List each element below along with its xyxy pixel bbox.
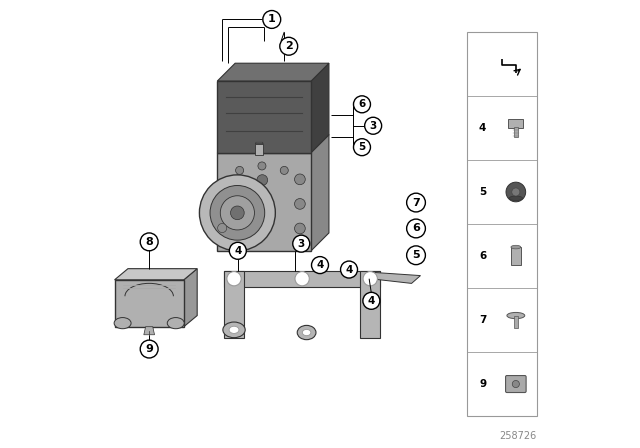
Circle shape	[229, 242, 246, 259]
Circle shape	[280, 166, 288, 174]
Polygon shape	[224, 271, 380, 287]
Circle shape	[365, 117, 381, 134]
FancyBboxPatch shape	[467, 32, 536, 416]
Polygon shape	[224, 271, 244, 338]
Circle shape	[406, 246, 426, 265]
Circle shape	[506, 182, 525, 202]
Ellipse shape	[302, 329, 311, 336]
Ellipse shape	[167, 318, 184, 329]
Circle shape	[512, 380, 520, 388]
Circle shape	[294, 174, 305, 185]
FancyBboxPatch shape	[511, 247, 521, 265]
Circle shape	[353, 96, 371, 113]
Text: 7: 7	[479, 315, 486, 325]
Circle shape	[294, 223, 305, 234]
Circle shape	[227, 271, 241, 286]
Circle shape	[340, 261, 358, 278]
Text: 3: 3	[369, 121, 377, 131]
Text: 9: 9	[479, 379, 486, 389]
Polygon shape	[237, 175, 249, 251]
FancyBboxPatch shape	[514, 315, 518, 328]
Polygon shape	[144, 327, 154, 335]
Circle shape	[512, 188, 520, 196]
Polygon shape	[217, 81, 311, 152]
Circle shape	[230, 206, 244, 220]
Polygon shape	[371, 272, 420, 284]
Polygon shape	[255, 142, 263, 144]
Text: 2: 2	[285, 41, 292, 51]
Text: 6: 6	[479, 251, 486, 261]
Ellipse shape	[509, 196, 522, 200]
Text: 4: 4	[234, 246, 241, 256]
Ellipse shape	[114, 318, 131, 329]
FancyBboxPatch shape	[508, 119, 524, 128]
Polygon shape	[217, 152, 311, 251]
Text: 6: 6	[358, 99, 365, 109]
FancyBboxPatch shape	[514, 127, 518, 137]
Polygon shape	[184, 269, 197, 327]
Circle shape	[140, 233, 158, 251]
Text: 5: 5	[412, 250, 420, 260]
Ellipse shape	[511, 246, 521, 249]
Circle shape	[406, 193, 426, 212]
Polygon shape	[115, 269, 197, 280]
Circle shape	[210, 185, 265, 240]
Circle shape	[292, 235, 310, 252]
Circle shape	[140, 340, 158, 358]
Circle shape	[200, 175, 275, 251]
Circle shape	[295, 271, 309, 286]
FancyBboxPatch shape	[506, 375, 526, 392]
Text: 5: 5	[479, 187, 486, 197]
Circle shape	[280, 37, 298, 55]
Ellipse shape	[223, 322, 245, 338]
Text: 5: 5	[358, 142, 365, 152]
Text: 3: 3	[298, 239, 305, 249]
Polygon shape	[217, 63, 329, 81]
Circle shape	[353, 139, 371, 155]
Circle shape	[218, 224, 227, 233]
Circle shape	[363, 293, 380, 309]
Text: 258726: 258726	[499, 431, 536, 440]
Circle shape	[263, 10, 281, 28]
Text: 8: 8	[145, 237, 153, 247]
Text: 4: 4	[367, 296, 375, 306]
Polygon shape	[311, 135, 329, 251]
Circle shape	[406, 219, 426, 238]
FancyBboxPatch shape	[255, 144, 263, 155]
Circle shape	[236, 166, 244, 174]
Circle shape	[220, 196, 255, 230]
Polygon shape	[311, 63, 329, 152]
Text: 7: 7	[412, 198, 420, 207]
Polygon shape	[217, 135, 329, 152]
Circle shape	[294, 198, 305, 209]
Text: 6: 6	[412, 224, 420, 233]
Polygon shape	[360, 271, 380, 338]
Text: 1: 1	[268, 14, 276, 25]
Circle shape	[257, 175, 268, 185]
Ellipse shape	[229, 326, 239, 333]
Text: 4: 4	[316, 260, 324, 270]
Text: 4: 4	[479, 123, 486, 133]
Ellipse shape	[507, 312, 525, 319]
Text: 4: 4	[346, 265, 353, 275]
Text: 9: 9	[145, 344, 153, 354]
Ellipse shape	[297, 325, 316, 340]
Polygon shape	[115, 280, 184, 327]
Circle shape	[363, 271, 378, 286]
Circle shape	[312, 257, 328, 274]
Circle shape	[258, 162, 266, 170]
